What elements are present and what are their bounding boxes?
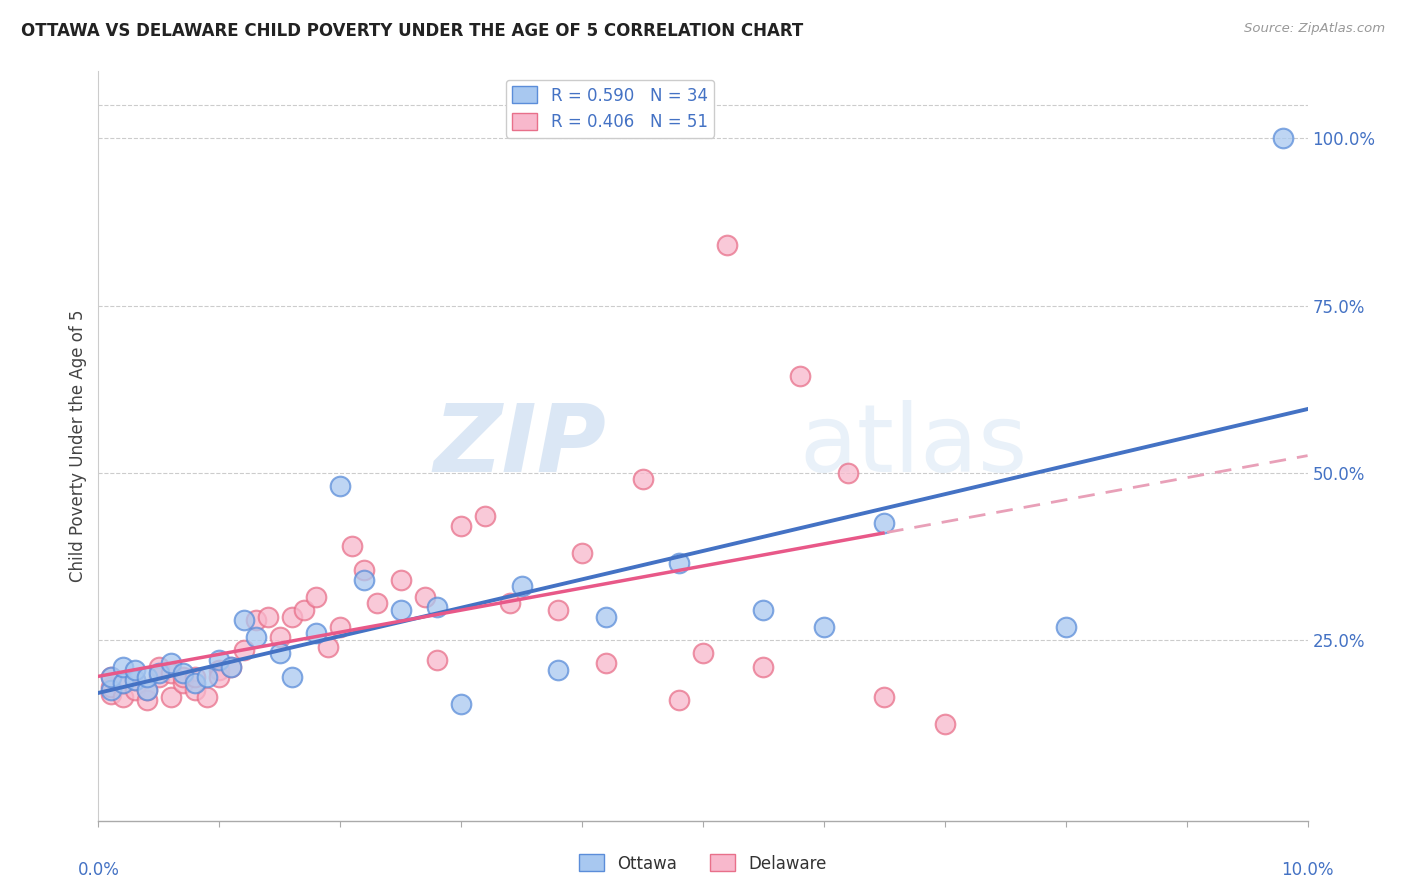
Point (148, 660, 170, 674)
Point (100, 683, 122, 698)
Text: OTTAWA VS DELAWARE CHILD POVERTY UNDER THE AGE OF 5 CORRELATION CHART: OTTAWA VS DELAWARE CHILD POVERTY UNDER T… (21, 22, 803, 40)
Point (571, 546, 593, 560)
Point (245, 630, 267, 644)
Point (1272, 131, 1295, 145)
Point (752, 660, 775, 674)
Point (1054, 620, 1077, 634)
Point (221, 660, 243, 674)
Point (135, 693, 157, 707)
Point (837, 466, 859, 480)
Y-axis label: Child Poverty Under the Age of 5: Child Poverty Under the Age of 5 (69, 310, 87, 582)
Point (245, 613, 267, 627)
Point (547, 603, 569, 617)
Point (547, 663, 569, 677)
Point (353, 563, 375, 577)
Point (510, 580, 533, 594)
Point (873, 516, 896, 530)
Point (124, 683, 146, 698)
Point (100, 680, 122, 694)
Point (148, 670, 170, 684)
Text: 10.0%: 10.0% (1281, 861, 1334, 879)
Point (281, 670, 304, 684)
Point (668, 556, 690, 570)
Point (450, 697, 472, 711)
Point (208, 663, 231, 677)
Point (389, 573, 412, 587)
Point (668, 693, 690, 707)
Point (692, 646, 714, 660)
Point (184, 676, 207, 690)
Point (148, 666, 170, 681)
Point (426, 653, 449, 667)
Point (195, 690, 218, 704)
Point (389, 603, 412, 617)
Point (184, 670, 207, 684)
Point (789, 368, 811, 383)
Point (305, 590, 328, 604)
Point (934, 716, 956, 731)
Point (342, 539, 364, 553)
Point (366, 596, 388, 610)
Point (595, 609, 617, 624)
Point (232, 643, 254, 657)
Point (413, 590, 436, 604)
Point (111, 690, 134, 704)
Text: ZIP: ZIP (433, 400, 606, 492)
Point (124, 663, 146, 677)
Point (111, 676, 134, 690)
Point (450, 519, 472, 533)
Point (232, 613, 254, 627)
Point (329, 479, 352, 493)
Point (135, 670, 157, 684)
Point (813, 620, 835, 634)
Point (195, 670, 218, 684)
Point (353, 573, 375, 587)
Point (269, 630, 291, 644)
Point (595, 657, 617, 671)
Point (281, 609, 304, 624)
Text: atlas: atlas (800, 400, 1028, 492)
Point (426, 599, 449, 614)
Point (221, 660, 243, 674)
Point (160, 690, 183, 704)
Point (135, 683, 157, 698)
Legend: R = 0.590   N = 34, R = 0.406   N = 51: R = 0.590 N = 34, R = 0.406 N = 51 (506, 79, 714, 137)
Legend: Ottawa, Delaware: Ottawa, Delaware (572, 847, 834, 880)
Point (111, 676, 134, 690)
Point (256, 609, 278, 624)
Point (100, 670, 122, 684)
Point (124, 673, 146, 688)
Point (135, 683, 157, 698)
Point (172, 676, 194, 690)
Point (316, 640, 339, 654)
Point (208, 653, 231, 667)
Point (631, 473, 654, 487)
Point (474, 509, 496, 524)
Point (292, 603, 315, 617)
Point (124, 673, 146, 688)
Text: Source: ZipAtlas.com: Source: ZipAtlas.com (1244, 22, 1385, 36)
Point (716, 238, 738, 252)
Text: 0.0%: 0.0% (77, 861, 120, 879)
Point (111, 660, 134, 674)
Point (873, 690, 896, 704)
Point (160, 666, 183, 681)
Point (172, 670, 194, 684)
Point (100, 687, 122, 701)
Point (184, 683, 207, 698)
Point (329, 620, 352, 634)
Point (172, 666, 194, 681)
Point (269, 646, 291, 660)
Point (160, 657, 183, 671)
Point (100, 670, 122, 684)
Point (498, 596, 520, 610)
Point (305, 626, 328, 640)
Point (752, 603, 775, 617)
Point (208, 670, 231, 684)
